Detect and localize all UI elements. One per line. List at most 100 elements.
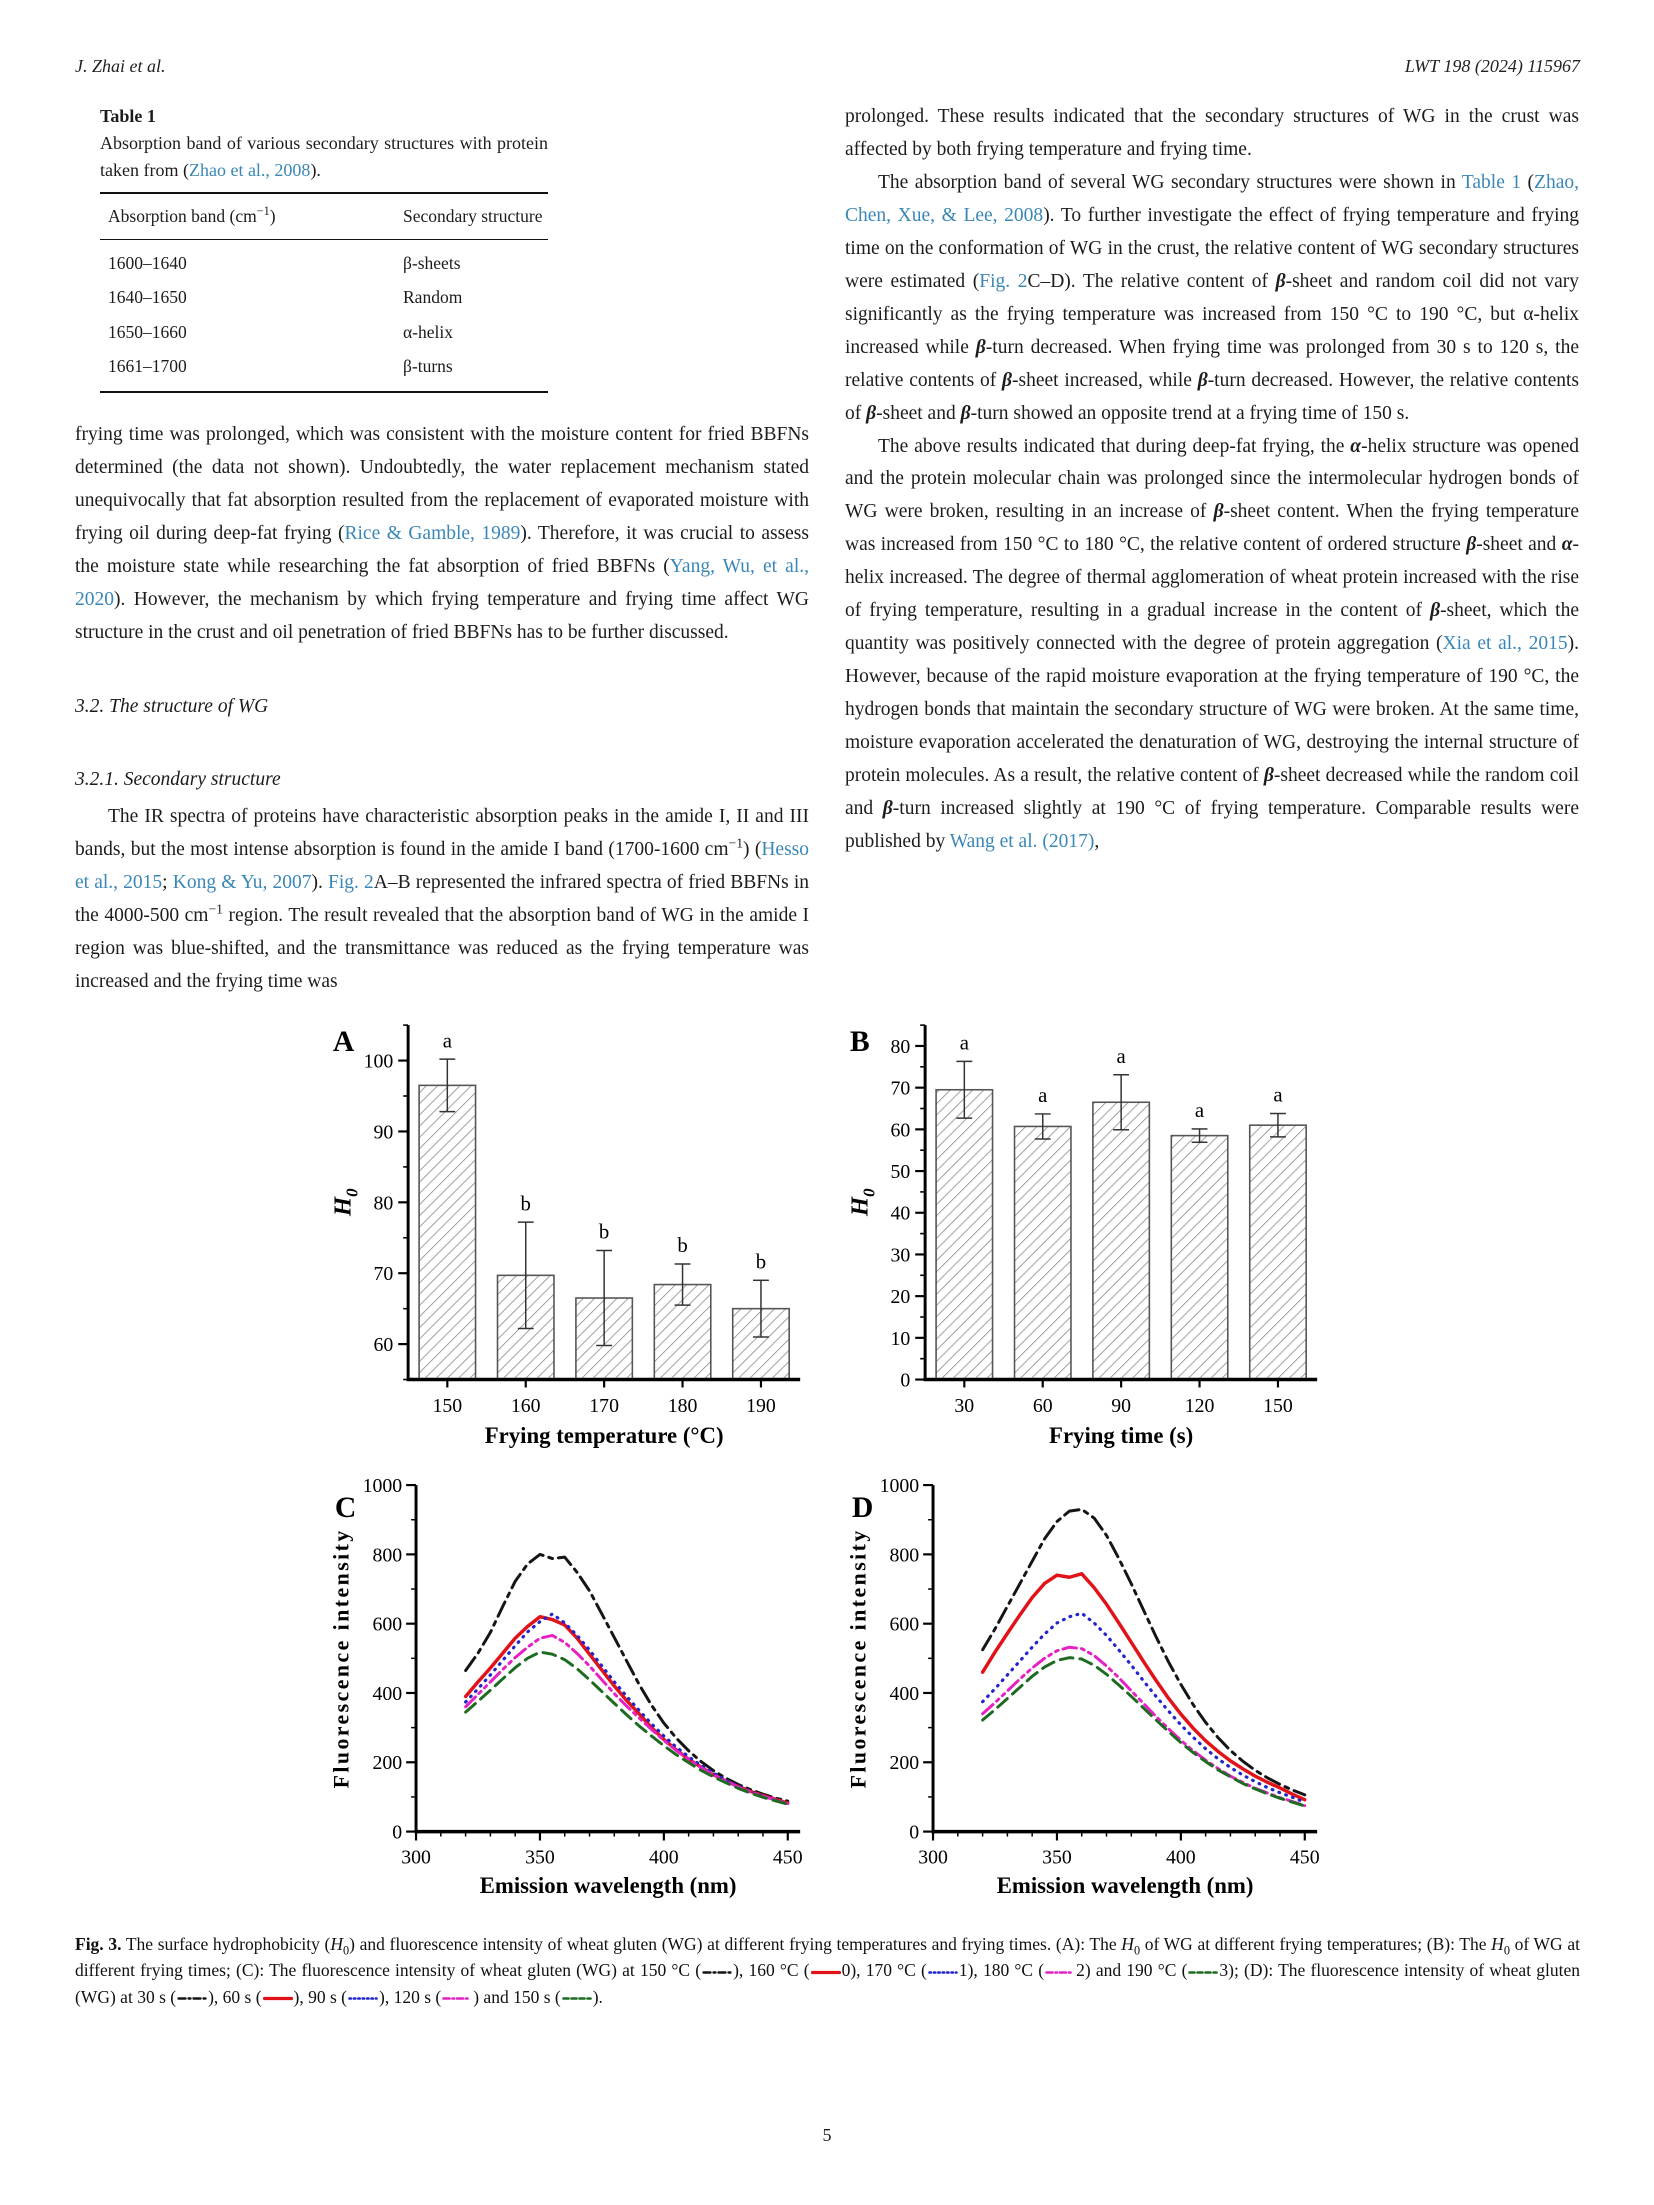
text-span: -sheet and random coil did not vary sign… — [845, 270, 1580, 358]
table-1-block: Table 1 Absorption band of various secon… — [100, 103, 548, 393]
text-span: ), 120 s ( — [379, 1986, 442, 2007]
text-span: β — [1466, 534, 1477, 556]
svg-text:Emission wavelength (nm): Emission wavelength (nm) — [480, 1873, 737, 1898]
svg-text:0: 0 — [900, 1370, 910, 1392]
text-span: ). To further investigate the effect of … — [845, 204, 1579, 292]
citation-link[interactable]: Fig. 2 — [979, 270, 1028, 292]
text-span: The surface hydrophobicity ( — [121, 1934, 331, 1955]
legend-line-redsolid-icon — [262, 1996, 293, 2001]
svg-text:80: 80 — [373, 1192, 393, 1214]
text-span: C–D). The relative content of — [1027, 270, 1276, 292]
text-span: ) ( — [743, 839, 762, 861]
text-span: -turn decreased. When frying time was pr… — [845, 336, 1580, 391]
text-span: The IR spectra of proteins have characte… — [75, 806, 809, 861]
table-cell: 1661–1700 — [108, 356, 187, 377]
table-cell: 1600–1640 — [108, 252, 187, 273]
citation-link[interactable]: Zhao, Chen, Xue, & Lee, 2008 — [845, 171, 1579, 226]
svg-text:90: 90 — [1111, 1395, 1131, 1417]
section-heading: 3.2. The structure of WG — [75, 696, 269, 718]
svg-text:H0: H0 — [847, 1188, 879, 1217]
legend-line-bluedot-icon — [928, 1971, 958, 1974]
text-span: The absorption band of several WG second… — [878, 171, 1462, 193]
table-cell: 1650–1660 — [108, 321, 187, 342]
svg-text:b: b — [521, 1192, 531, 1215]
table-cell: Random — [403, 287, 463, 308]
text-span: −1 — [728, 835, 744, 851]
svg-text:150: 150 — [432, 1395, 462, 1417]
citation-link[interactable]: Fig. 2 — [327, 872, 374, 894]
text-span: of WG at different frying times; (C): Th… — [75, 1934, 1580, 1981]
text-span: 1), 180 °C ( — [958, 1960, 1045, 1981]
text-span: β — [1002, 369, 1012, 391]
figure-panel-b-bar-chart: 0 10 20 30 40 50 60 70 80 a 30 a 60 a 90 a 120 a 150 Frying… — [847, 1024, 1318, 1448]
svg-text:50: 50 — [890, 1161, 910, 1183]
text-span: -sheet and — [1476, 534, 1562, 556]
text-span: ). — [592, 1986, 603, 2007]
svg-text:A: A — [333, 1026, 355, 1058]
svg-text:350: 350 — [1042, 1846, 1072, 1868]
svg-text:800: 800 — [890, 1544, 920, 1566]
table-body: 1600–1640 β-sheets 1640–1650 Random 1650–166… — [100, 239, 548, 392]
text-span: -turn showed an opposite trend at a fryi… — [970, 402, 1410, 424]
citation-link[interactable]: Kong & Yu, 2007 — [172, 872, 312, 894]
text-span: β — [960, 402, 971, 424]
citation-link[interactable]: Hesso et al., 2015 — [75, 839, 809, 894]
svg-text:0: 0 — [909, 1822, 919, 1844]
figure-3: 60 70 80 90 100 a 150 b 160 b 170 b 180 b 190 Frying te… — [0, 1009, 1654, 2010]
svg-text:C: C — [335, 1492, 356, 1524]
svg-text:b: b — [756, 1251, 766, 1274]
legend-line-magentadashdot-icon — [1045, 1971, 1075, 1974]
citation-link[interactable]: Yang, Wu, et al., 2020 — [75, 555, 810, 610]
running-author: J. Zhai et al. — [75, 56, 166, 76]
text-span: -sheet, which the quantity was positivel… — [845, 600, 1579, 655]
svg-text:70: 70 — [890, 1078, 910, 1100]
figure-panel-a-bar-chart: 60 70 80 90 100 a 150 b 160 b 170 b 180 b 190 Frying te… — [330, 1024, 801, 1448]
figure-panel-d-line-chart: 300 350 400 450 0 200 400 600 800 1000 Emission wa… — [847, 1475, 1320, 1898]
svg-text:60: 60 — [1033, 1395, 1053, 1417]
paragraph: prolonged. These results indicated that … — [845, 101, 1579, 167]
svg-text:D: D — [852, 1492, 873, 1524]
svg-text:120: 120 — [1185, 1395, 1215, 1417]
text-span: 0 — [342, 1943, 350, 1958]
svg-text:a: a — [1038, 1084, 1047, 1107]
figure-caption: Fig. 3. The surface hydrophobicity (H0) … — [0, 1917, 1654, 2010]
text-span: ) and fluorescence intensity of wheat gl… — [349, 1934, 1122, 1955]
text-span: β — [1263, 765, 1274, 787]
table-col-header-absorption-band: Absorption band (cm−1) — [100, 193, 395, 240]
table-cell: β-turns — [403, 356, 453, 377]
citation-link[interactable]: Xia et al., 2015 — [1442, 633, 1568, 655]
svg-text:Fluorescence intensity: Fluorescence intensity — [330, 1528, 354, 1788]
table-cell: α-helix — [403, 321, 453, 342]
svg-text:400: 400 — [890, 1683, 920, 1705]
text-span: H — [1491, 1934, 1504, 1955]
text-span: of WG at different frying temperatures; … — [1140, 1934, 1492, 1955]
svg-text:180: 180 — [668, 1395, 698, 1417]
svg-text:70: 70 — [373, 1263, 393, 1285]
citation-link[interactable]: Zhao et al., 2008 — [188, 160, 311, 180]
citation-link[interactable]: Rice & Gamble, 1989 — [344, 522, 521, 544]
text-span: 3); (D): The fluorescence intensity of w… — [75, 1960, 1580, 2007]
svg-text:0: 0 — [392, 1822, 402, 1844]
text-span: ). However, because of the rapid moistur… — [845, 633, 1579, 787]
svg-text:b: b — [677, 1234, 687, 1257]
text-span: 0 — [1133, 1943, 1141, 1958]
svg-text:600: 600 — [373, 1614, 403, 1636]
text-span: -helix structure was opened and the prot… — [845, 435, 1579, 523]
svg-text:40: 40 — [890, 1203, 910, 1225]
legend-line-blackdashdot-icon — [177, 1997, 207, 2000]
table-cell: 1640–1650 — [108, 287, 187, 308]
text-span: β — [1213, 501, 1224, 523]
table-1: Absorption band (cm−1) Secondary structu… — [100, 192, 548, 393]
table-row: 1650–1660 α-helix — [100, 315, 548, 350]
svg-text:160: 160 — [511, 1395, 541, 1417]
citation-link[interactable]: Wang et al. (2017) — [949, 830, 1095, 852]
table-cell: β-sheets — [403, 252, 461, 273]
svg-text:350: 350 — [525, 1846, 555, 1868]
svg-text:300: 300 — [401, 1846, 431, 1868]
svg-text:a: a — [1117, 1045, 1126, 1068]
svg-text:400: 400 — [373, 1683, 403, 1705]
svg-text:100: 100 — [364, 1051, 394, 1073]
text-span: ), 160 °C ( — [733, 1960, 810, 1981]
citation-link[interactable]: Table 1 — [1461, 171, 1522, 193]
